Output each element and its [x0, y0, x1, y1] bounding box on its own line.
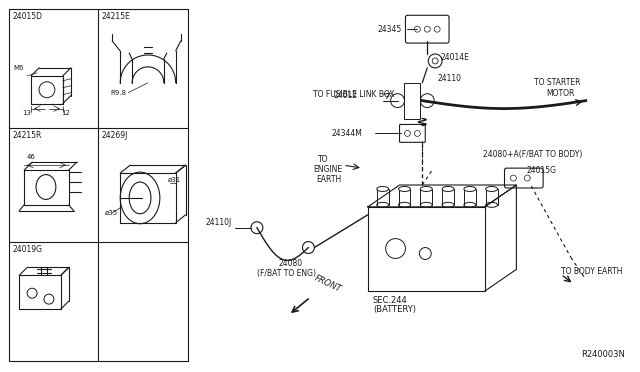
Text: (F/BAT TO ENG): (F/BAT TO ENG) — [257, 269, 316, 278]
Circle shape — [428, 54, 442, 68]
Text: FRONT: FRONT — [314, 274, 343, 294]
Text: ø35: ø35 — [104, 210, 118, 216]
Text: TO STARTER: TO STARTER — [534, 78, 580, 87]
Circle shape — [406, 86, 419, 100]
Ellipse shape — [420, 186, 432, 192]
FancyBboxPatch shape — [399, 125, 425, 142]
Text: 24269J: 24269J — [101, 131, 128, 140]
Text: ø31: ø31 — [168, 177, 181, 183]
Text: (BATTERY): (BATTERY) — [372, 305, 416, 314]
Ellipse shape — [399, 186, 410, 192]
Text: 24015G: 24015G — [526, 166, 556, 175]
Text: 24110J: 24110J — [205, 218, 232, 227]
Text: 24215R: 24215R — [12, 131, 42, 140]
Text: TO FUSIBLE LINK BOX: TO FUSIBLE LINK BOX — [314, 90, 395, 99]
Text: 24012: 24012 — [333, 91, 357, 100]
Text: 24345: 24345 — [378, 25, 402, 34]
Text: ENGINE: ENGINE — [314, 165, 342, 174]
Text: 24014E: 24014E — [440, 54, 469, 62]
Text: 46: 46 — [27, 154, 36, 160]
Text: 24080: 24080 — [278, 259, 303, 269]
Text: 12: 12 — [61, 110, 70, 116]
Text: TO: TO — [318, 155, 329, 164]
Text: 13: 13 — [22, 110, 31, 116]
Circle shape — [390, 94, 404, 108]
Circle shape — [406, 102, 419, 116]
Circle shape — [420, 94, 434, 108]
Ellipse shape — [377, 186, 388, 192]
Text: MOTOR: MOTOR — [546, 89, 575, 98]
Bar — [404, 83, 420, 119]
Ellipse shape — [464, 186, 476, 192]
Circle shape — [386, 238, 406, 259]
Text: 24215E: 24215E — [101, 12, 130, 21]
Circle shape — [303, 241, 314, 253]
Text: M6: M6 — [13, 65, 24, 71]
FancyBboxPatch shape — [504, 168, 543, 188]
Text: R240003N: R240003N — [582, 350, 625, 359]
Text: TO BODY EARTH: TO BODY EARTH — [561, 267, 623, 276]
Text: 24015D: 24015D — [12, 12, 42, 21]
FancyBboxPatch shape — [406, 15, 449, 43]
Text: 24080+A(F/BAT TO BODY): 24080+A(F/BAT TO BODY) — [483, 150, 582, 159]
Circle shape — [251, 222, 263, 234]
Circle shape — [419, 247, 431, 259]
Ellipse shape — [486, 186, 497, 192]
Text: EARTH: EARTH — [316, 175, 342, 184]
Ellipse shape — [442, 186, 454, 192]
Text: 24019G: 24019G — [12, 244, 42, 254]
Text: SEC.244: SEC.244 — [372, 296, 408, 305]
Text: 24110: 24110 — [437, 74, 461, 83]
Text: R9.8: R9.8 — [110, 90, 126, 96]
Text: 24344M: 24344M — [331, 129, 362, 138]
